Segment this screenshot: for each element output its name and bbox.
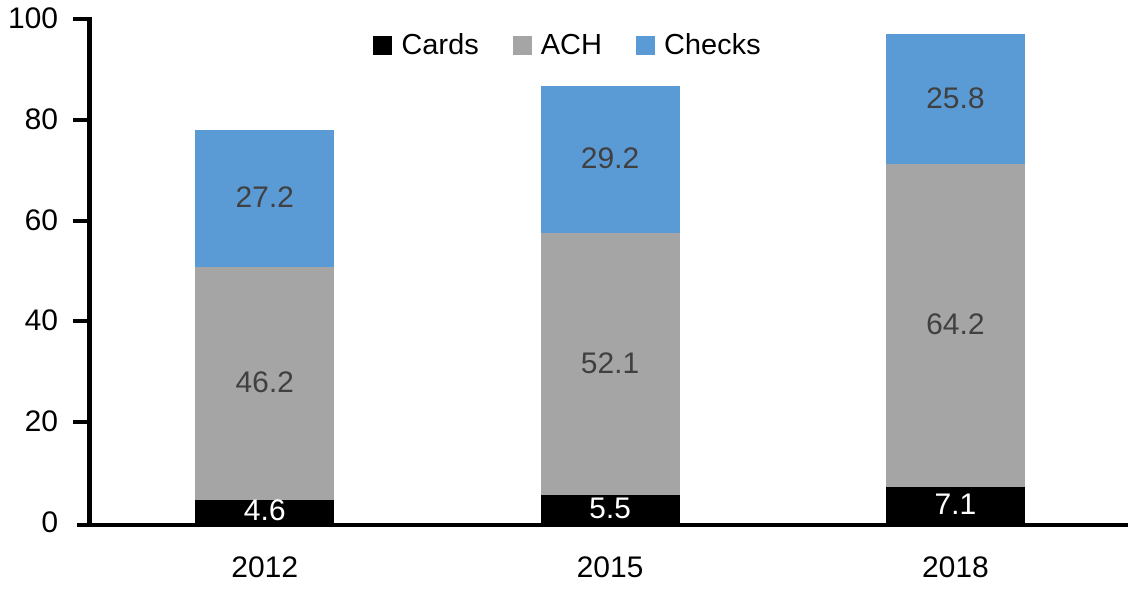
segment-value-label: 7.1 bbox=[934, 488, 977, 522]
bar-segment-cards-2012: 4.6 bbox=[195, 496, 335, 526]
segment-value-label: 64.2 bbox=[926, 308, 985, 342]
y-axis-tick bbox=[73, 319, 89, 324]
y-axis bbox=[87, 17, 92, 527]
segment-value-label: 46.2 bbox=[235, 366, 294, 400]
legend-swatch-icon bbox=[512, 36, 532, 55]
bar-2018: 7.1 64.2 25.8 bbox=[885, 33, 1025, 523]
legend-swatch-icon bbox=[373, 36, 393, 55]
y-axis-tick bbox=[73, 117, 89, 122]
x-axis-label-2012: 2012 bbox=[231, 551, 299, 584]
segment-value-label: 27.2 bbox=[235, 181, 294, 215]
segment-value-label: 5.5 bbox=[589, 492, 631, 526]
bar-segment-ach-2015: 52.1 bbox=[540, 232, 680, 496]
bar-segment-ach-2012: 46.2 bbox=[195, 266, 335, 500]
x-axis-label-2018: 2018 bbox=[921, 551, 989, 584]
chart-legend: Cards ACH Checks bbox=[0, 31, 1134, 60]
legend-item-ach: ACH bbox=[512, 29, 602, 61]
bar-segment-ach-2018: 64.2 bbox=[885, 163, 1025, 488]
segment-value-label: 52.1 bbox=[580, 346, 640, 380]
y-axis-tick-label: 0 bbox=[41, 506, 58, 539]
legend-label: Cards bbox=[401, 29, 479, 61]
y-axis-tick-label: 100 bbox=[7, 2, 58, 35]
x-axis bbox=[77, 523, 1128, 527]
y-axis-tick-label: 20 bbox=[24, 405, 58, 439]
segment-value-label: 25.8 bbox=[926, 81, 985, 115]
y-axis-tick-label: 60 bbox=[24, 203, 58, 237]
bar-segment-checks-2012: 27.2 bbox=[195, 129, 335, 267]
legend-label: Checks bbox=[663, 29, 761, 61]
y-axis-tick-label: 40 bbox=[24, 304, 58, 338]
bar-2015: 5.5 52.1 29.2 bbox=[540, 85, 680, 526]
bar-segment-cards-2015: 5.5 bbox=[540, 492, 680, 526]
y-axis-tick bbox=[73, 17, 89, 21]
x-axis-label-2015: 2015 bbox=[576, 551, 644, 584]
segment-value-label: 29.2 bbox=[580, 142, 640, 176]
legend-item-cards: Cards bbox=[373, 29, 479, 61]
bar-segment-checks-2015: 29.2 bbox=[540, 85, 680, 233]
y-axis-tick bbox=[73, 420, 89, 425]
legend-label: ACH bbox=[540, 29, 602, 61]
bar-2012: 4.6 46.2 27.2 bbox=[195, 129, 335, 526]
bar-segment-cards-2018: 7.1 bbox=[885, 487, 1025, 523]
segment-value-label: 4.6 bbox=[243, 494, 286, 528]
legend-item-checks: Checks bbox=[635, 29, 761, 61]
y-axis-tick-label: 80 bbox=[24, 102, 58, 136]
legend-swatch-icon bbox=[635, 36, 655, 55]
y-axis-tick bbox=[73, 218, 89, 223]
bar-segment-checks-2018: 25.8 bbox=[885, 33, 1025, 164]
